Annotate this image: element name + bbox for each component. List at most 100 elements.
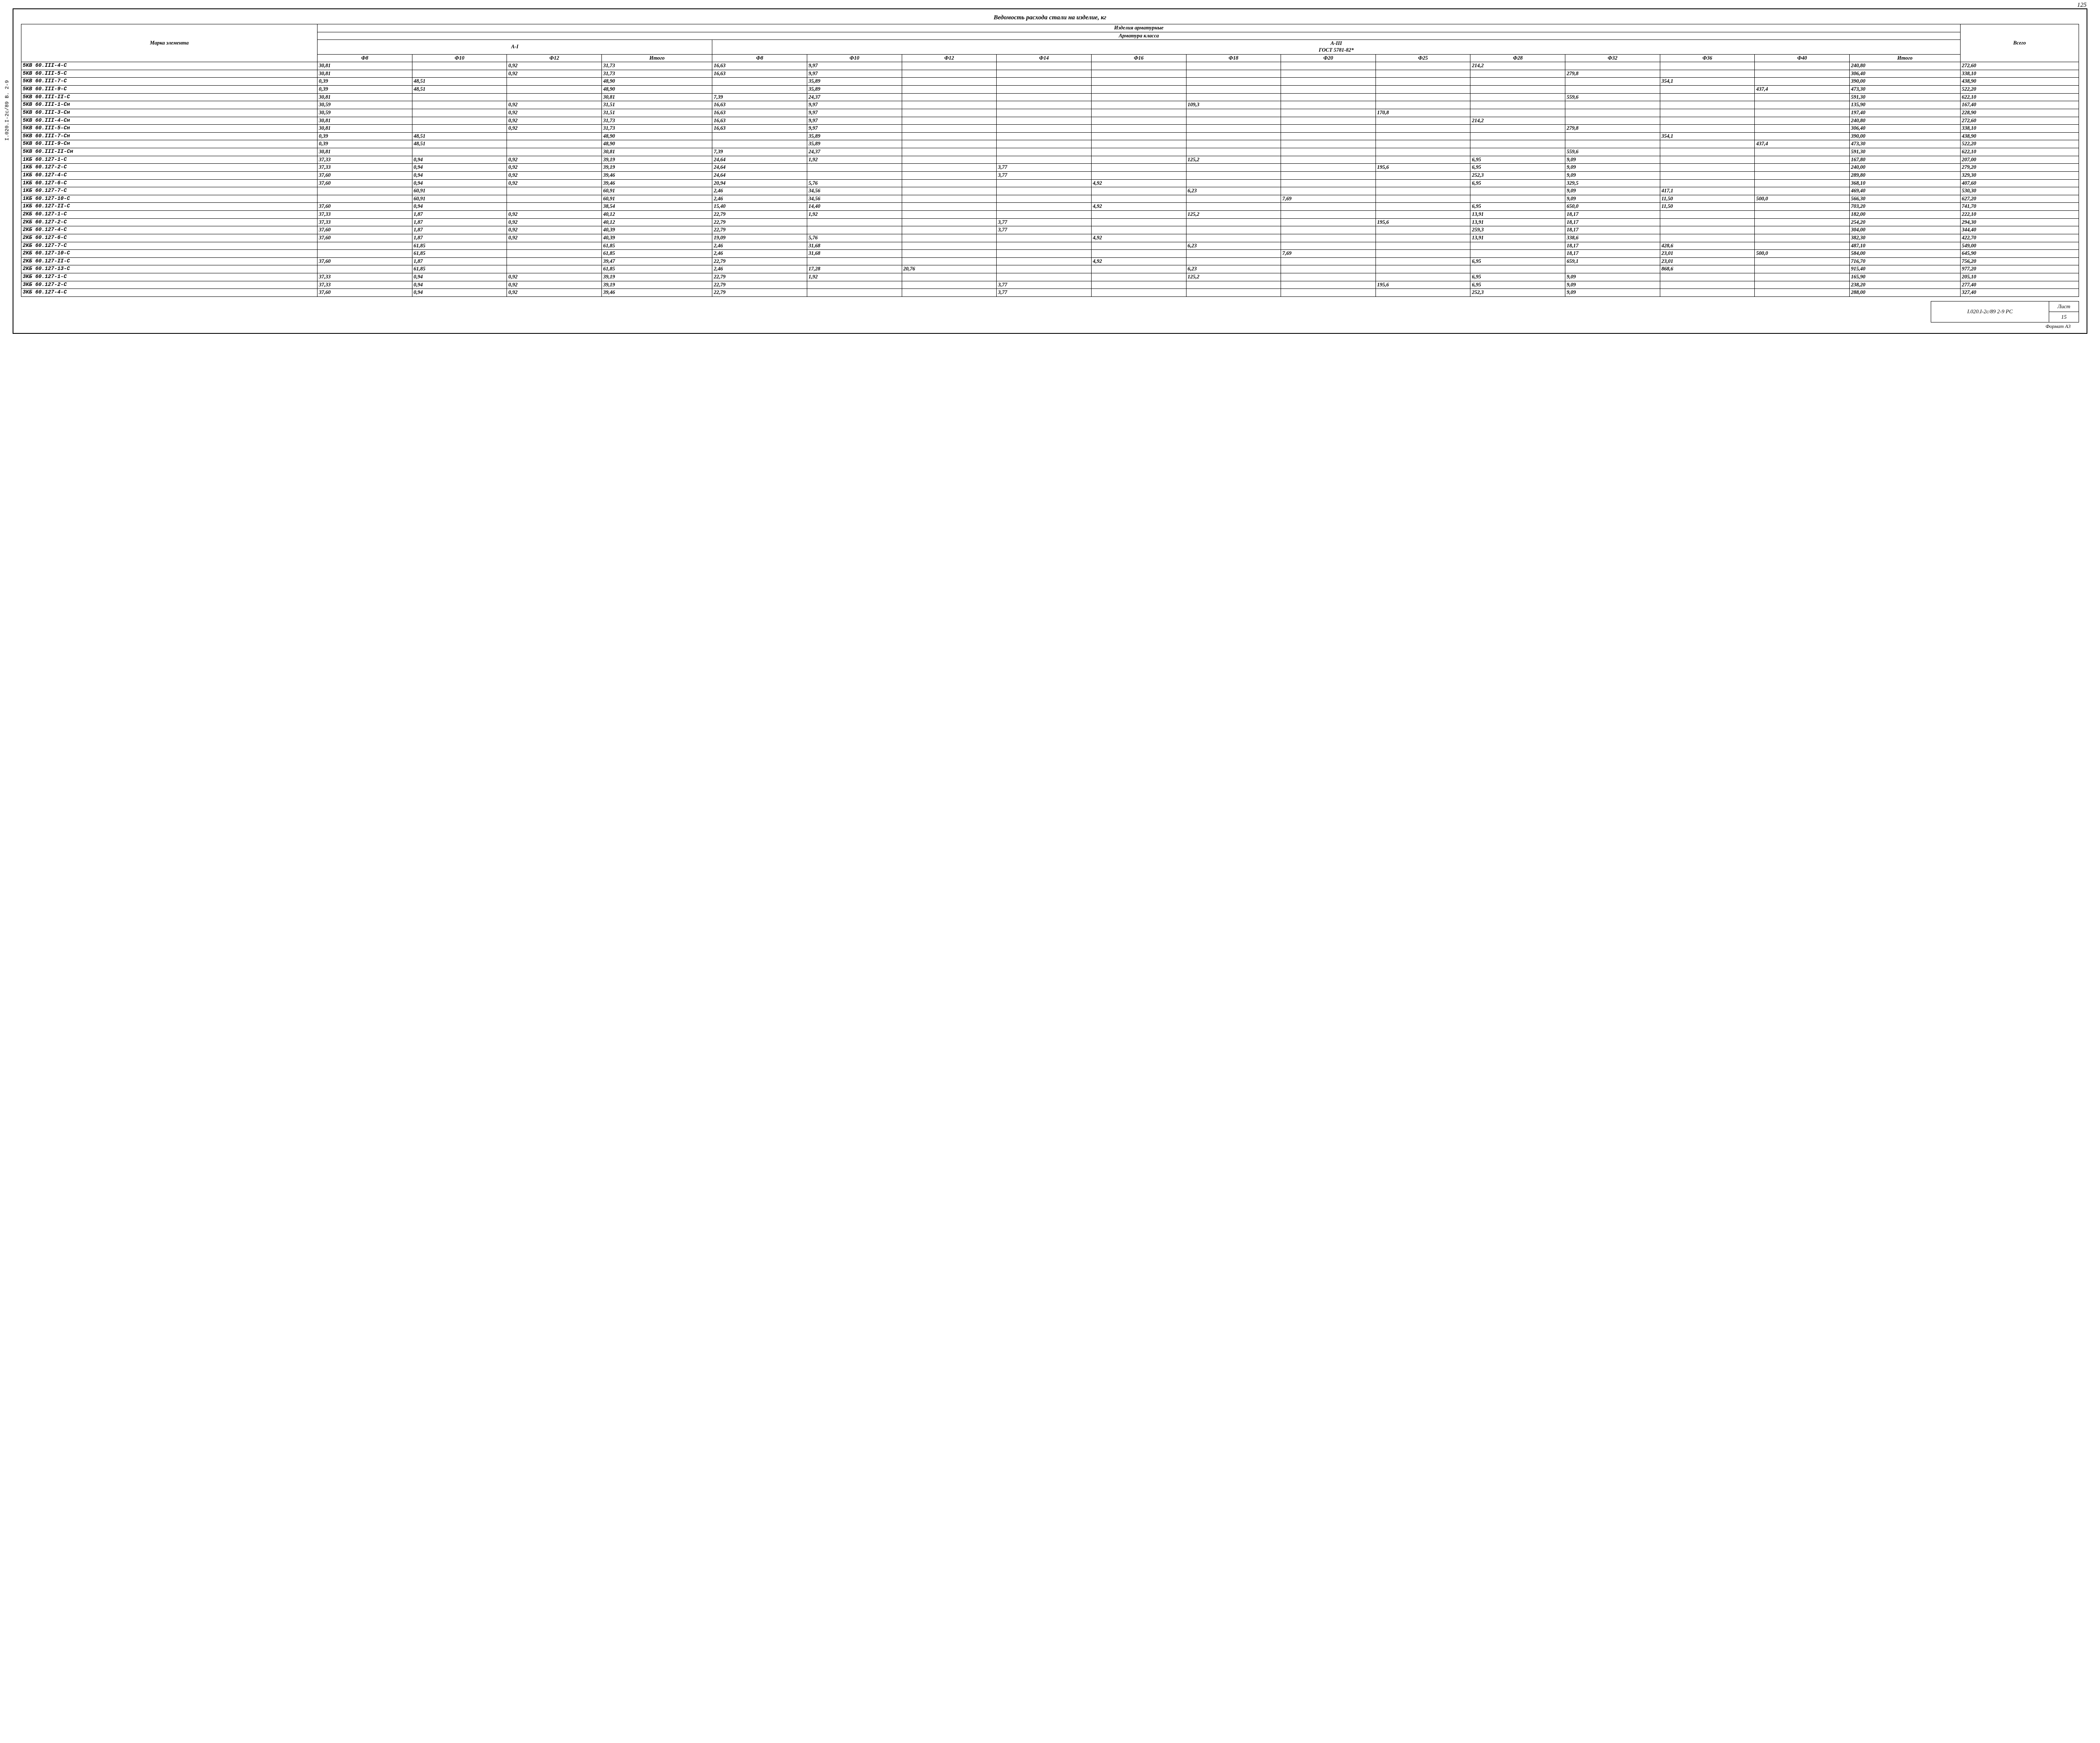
cell-value	[1376, 101, 1470, 109]
cell-value	[1470, 140, 1565, 148]
cell-value: 304,00	[1850, 226, 1961, 234]
cell-value: 16,63	[712, 109, 807, 117]
cell-value: 584,00	[1850, 250, 1961, 258]
cell-value: 18,17	[1565, 226, 1660, 234]
element-mark: 2КБ 60.127-10-С	[21, 250, 318, 258]
cell-value	[902, 195, 997, 203]
cell-value	[1281, 265, 1376, 273]
cell-value	[1186, 125, 1281, 133]
cell-value	[1281, 257, 1376, 265]
cell-value: 24,64	[712, 171, 807, 179]
cell-value: 417,1	[1660, 187, 1755, 195]
cell-value: 197,40	[1850, 109, 1961, 117]
cell-value: 40,12	[602, 218, 712, 226]
cell-value	[997, 257, 1092, 265]
cell-value: 37,60	[318, 257, 412, 265]
cell-value	[902, 250, 997, 258]
cell-value	[412, 109, 507, 117]
col-diam: Ф32	[1565, 54, 1660, 62]
cell-value: 4,92	[1091, 179, 1186, 187]
cell-value: 2,46	[712, 250, 807, 258]
cell-value	[1755, 62, 1850, 70]
cell-value: 741,70	[1960, 203, 2079, 211]
cell-value	[1281, 273, 1376, 281]
cell-value	[1281, 140, 1376, 148]
element-mark: 5КВ 60.III-9-Сн	[21, 140, 318, 148]
cell-value: 559,6	[1565, 93, 1660, 101]
cell-value	[997, 187, 1092, 195]
cell-value	[1281, 171, 1376, 179]
element-mark: 5КВ 60.III-II-С	[21, 93, 318, 101]
cell-value: 35,89	[807, 78, 902, 86]
cell-value: 327,40	[1960, 289, 2079, 297]
cell-value	[807, 164, 902, 172]
cell-value	[1470, 187, 1565, 195]
cell-value: 0,92	[507, 211, 602, 219]
cell-value	[1186, 195, 1281, 203]
cell-value: 0,92	[507, 273, 602, 281]
cell-value: 125,2	[1186, 156, 1281, 164]
cell-value	[507, 86, 602, 94]
cell-value	[902, 242, 997, 250]
cell-value: 338,10	[1960, 70, 2079, 78]
cell-value	[902, 132, 997, 140]
table-row: 5КВ 60.III-7-С0,3948,5148,9035,89354,139…	[21, 78, 2079, 86]
cell-value: 0,92	[507, 234, 602, 242]
cell-value	[1755, 171, 1850, 179]
cell-value	[412, 117, 507, 125]
element-mark: 2КБ 60.127-7-С	[21, 242, 318, 250]
cell-value	[902, 179, 997, 187]
cell-value: 34,56	[807, 187, 902, 195]
table-row: 3КБ 60.127-1-С37,330,940,9239,1922,791,9…	[21, 273, 2079, 281]
cell-value: 37,33	[318, 164, 412, 172]
cell-value	[902, 203, 997, 211]
cell-value	[1091, 148, 1186, 156]
cell-value: 31,51	[602, 101, 712, 109]
cell-value	[712, 78, 807, 86]
cell-value: 167,80	[1850, 156, 1961, 164]
cell-value: 18,17	[1565, 211, 1660, 219]
cell-value: 0,39	[318, 140, 412, 148]
cell-value	[507, 203, 602, 211]
table-row: 2КБ 60.127-6-С37,601,870,9240,3919,095,7…	[21, 234, 2079, 242]
cell-value: 11,50	[1660, 195, 1755, 203]
cell-value: 306,40	[1850, 125, 1961, 133]
cell-value	[1755, 187, 1850, 195]
cell-value: 39,47	[602, 257, 712, 265]
cell-value: 252,3	[1470, 171, 1565, 179]
cell-value: 35,89	[807, 140, 902, 148]
cell-value: 31,73	[602, 70, 712, 78]
cell-value: 238,20	[1850, 281, 1961, 289]
cell-value	[1091, 125, 1186, 133]
class-a1: A-I	[318, 40, 712, 54]
cell-value: 9,97	[807, 101, 902, 109]
cell-value	[1376, 117, 1470, 125]
table-row: 5КВ 60.III-4-Сн30,810,9231,7316,639,9721…	[21, 117, 2079, 125]
cell-value	[1281, 289, 1376, 297]
cell-value	[997, 101, 1092, 109]
cell-value: 22,79	[712, 281, 807, 289]
cell-value: 4,92	[1091, 203, 1186, 211]
cell-value: 31,68	[807, 242, 902, 250]
table-title: Ведомость расхода стали на изделие, кг	[21, 14, 2079, 21]
cell-value	[997, 78, 1092, 86]
cell-value: 559,6	[1565, 148, 1660, 156]
element-mark: 5КВ 60.III-7-С	[21, 78, 318, 86]
cell-value	[997, 156, 1092, 164]
title-block: I.020.I-2с/89 2-9 РС Лист 15	[1931, 301, 2079, 322]
cell-value	[1660, 273, 1755, 281]
cell-value	[997, 125, 1092, 133]
cell-value: 0,39	[318, 86, 412, 94]
cell-value: 9,97	[807, 70, 902, 78]
cell-value: 549,00	[1960, 242, 2079, 250]
cell-value: 407,60	[1960, 179, 2079, 187]
cell-value	[997, 148, 1092, 156]
cell-value	[1660, 117, 1755, 125]
cell-value: 306,40	[1850, 70, 1961, 78]
cell-value	[1091, 93, 1186, 101]
cell-value: 3,77	[997, 226, 1092, 234]
cell-value	[1755, 234, 1850, 242]
cell-value	[507, 195, 602, 203]
cell-value	[507, 140, 602, 148]
col-diam: Ф12	[507, 54, 602, 62]
